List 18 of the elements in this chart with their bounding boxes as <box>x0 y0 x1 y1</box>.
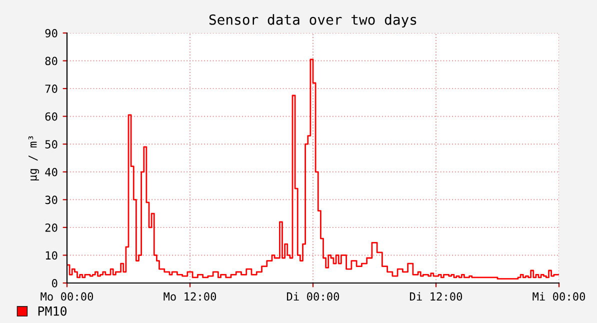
y-tick-label: 90 <box>45 29 58 38</box>
legend-label: PM10 <box>38 306 67 316</box>
y-tick-label: 20 <box>45 223 58 232</box>
y-tick-label: 50 <box>45 140 58 149</box>
y-tick-label: 60 <box>45 112 58 121</box>
x-tick-label: Mo 12:00 <box>164 292 216 301</box>
y-axis-title: µg / m³ <box>28 136 40 180</box>
y-tick-label: 80 <box>45 56 58 66</box>
y-tick-label: 30 <box>45 196 58 204</box>
x-tick-label: Di 00:00 <box>286 292 340 301</box>
y-tick-label: 10 <box>46 251 58 260</box>
chart-title: Sensor data over two days <box>209 14 416 28</box>
y-tick-label: 0 <box>52 279 58 288</box>
x-tick-label: Mo 00:00 <box>40 292 94 301</box>
y-tick-label: 40 <box>45 168 58 176</box>
y-tick-label: 70 <box>45 84 58 93</box>
x-tick-label: Di 12:00 <box>410 292 462 301</box>
x-tick-label: Mi 00:00 <box>532 292 586 301</box>
